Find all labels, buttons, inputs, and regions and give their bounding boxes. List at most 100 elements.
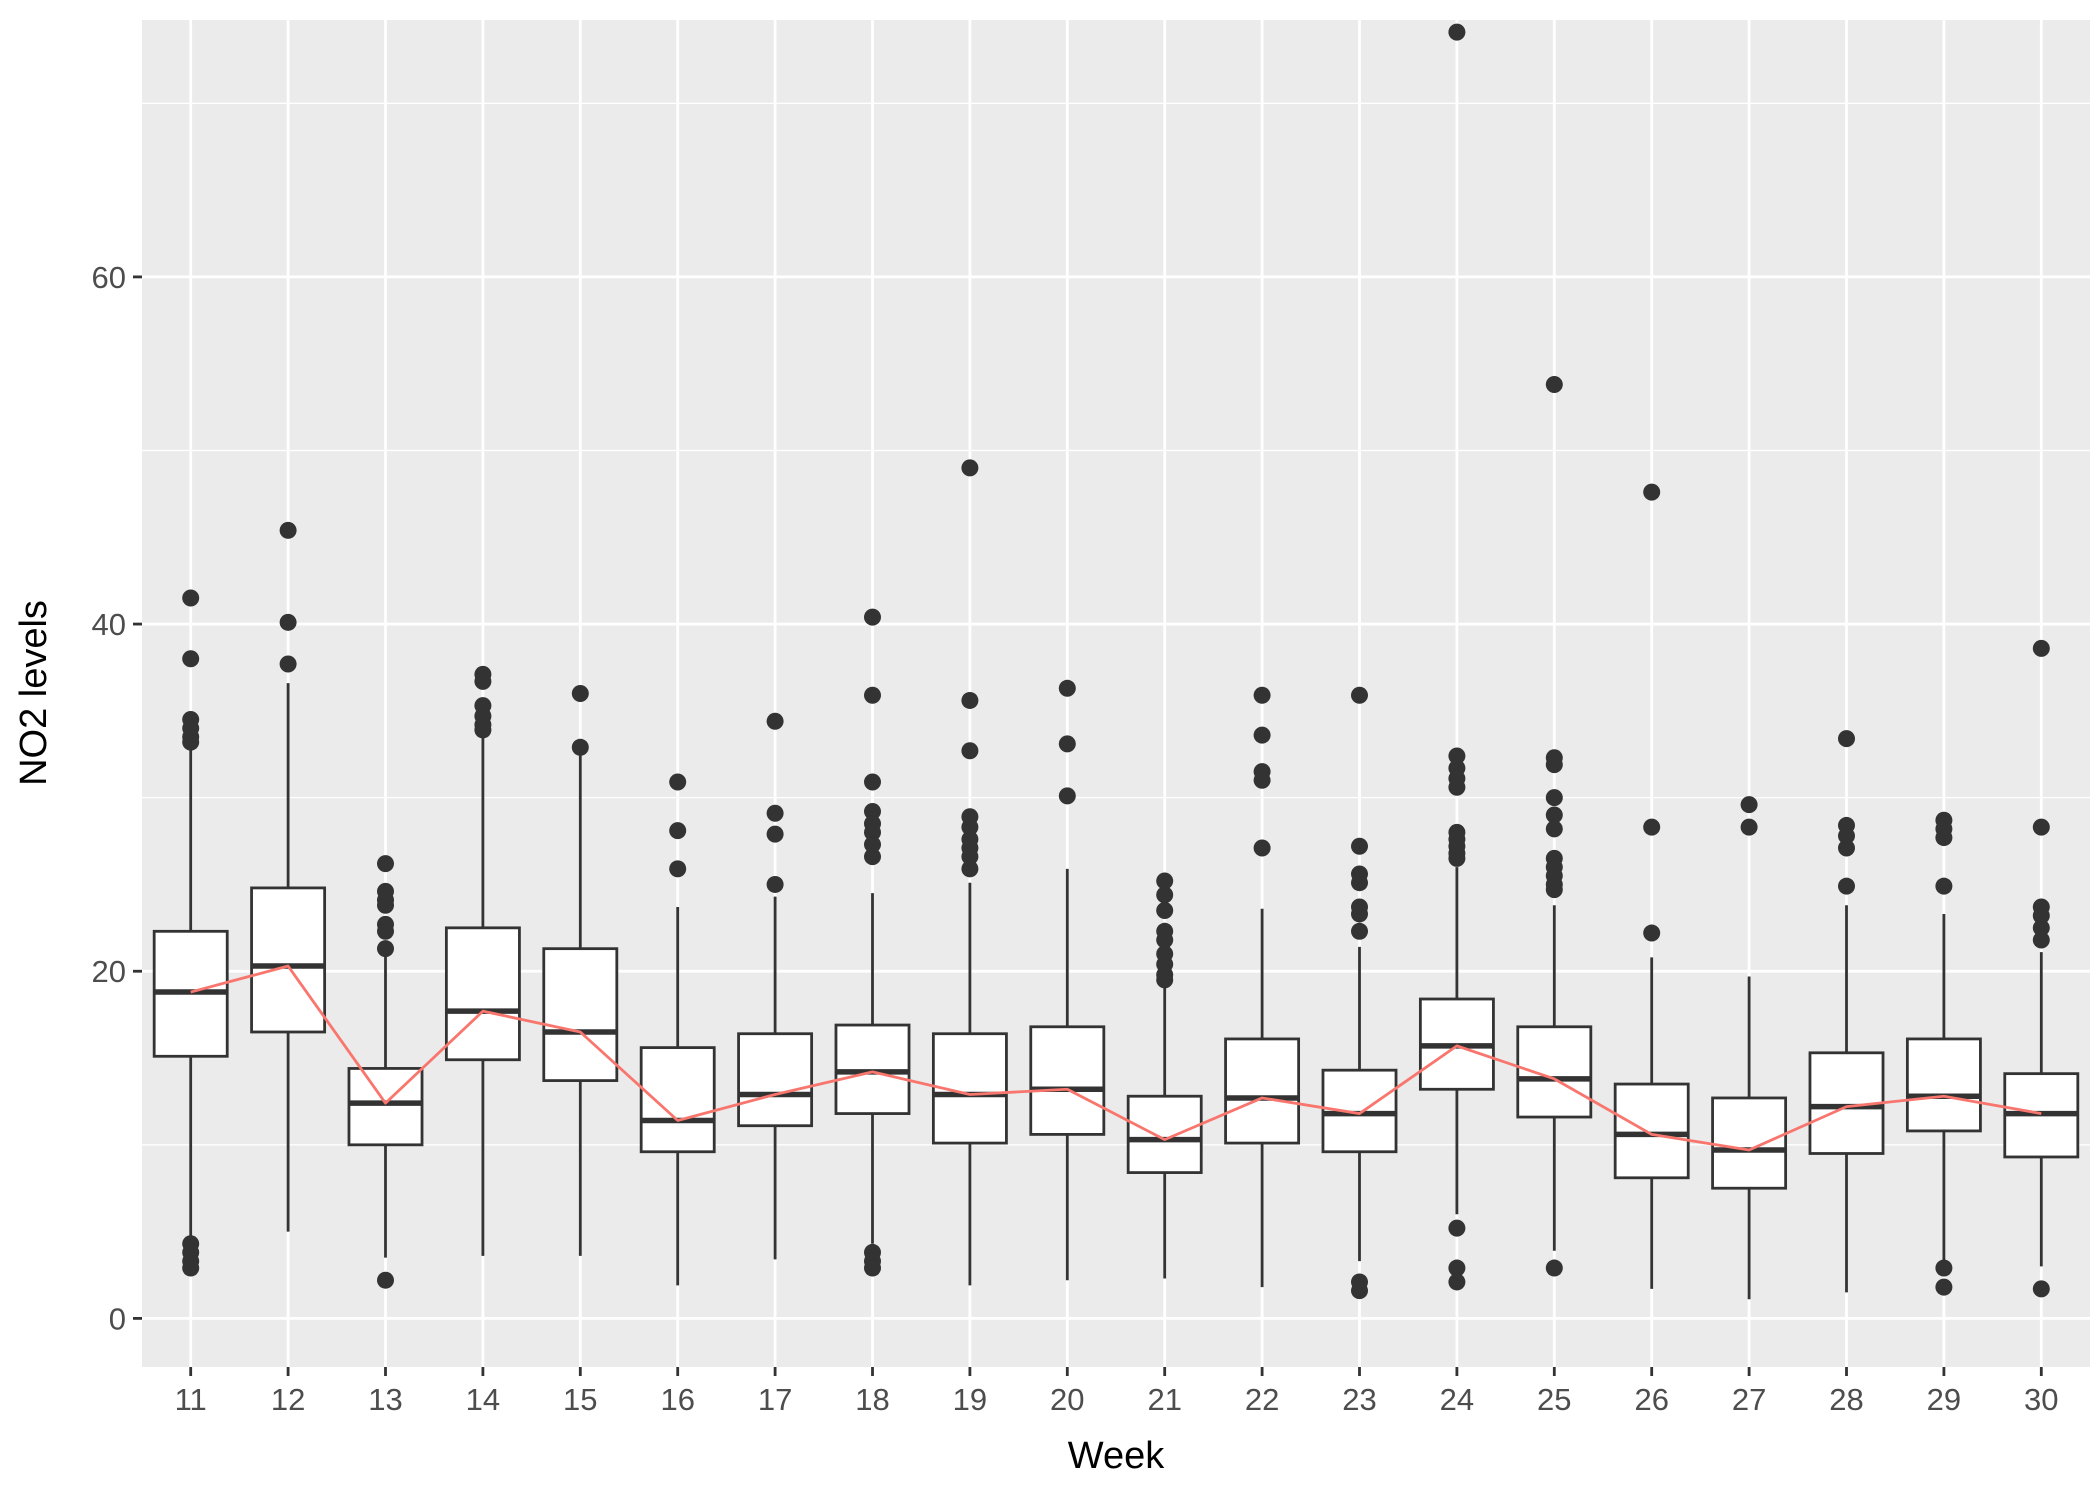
outlier-point [766,825,784,843]
iqr-box [444,926,521,1062]
outlier-point [182,1259,200,1277]
outlier-point [1448,23,1466,41]
outlier-point [1156,971,1174,989]
outlier-point [961,818,979,836]
outlier-point [864,848,881,866]
x-tick-label: 12 [271,1382,305,1417]
outlier-point [1351,837,1368,855]
outlier-point [1935,1259,1953,1277]
y-tick-label: 60 [92,260,126,295]
outlier-point [1643,483,1661,501]
y-axis-title: NO2 levels [13,600,55,786]
x-tick-label: 14 [466,1382,500,1417]
median-line-series [190,964,2042,1152]
outlier-point [1058,787,1076,805]
box-week-16 [639,773,716,1286]
outlier-point [1545,1259,1563,1277]
iqr-box [1613,1082,1690,1180]
outlier-point [2032,1280,2050,1298]
x-tick-label: 20 [1050,1382,1084,1417]
x-tick-label: 29 [1927,1382,1961,1417]
box-week-21 [1126,872,1203,1279]
x-tick-label: 25 [1537,1382,1571,1417]
outlier-point [2032,639,2050,657]
x-tick-label: 19 [953,1382,987,1417]
iqr-box [639,1046,716,1154]
outlier-point [377,1271,394,1289]
y-tick-label: 20 [92,954,126,989]
outlier-point [1740,818,1758,836]
outlier-point [182,650,200,668]
outlier-point [1448,1259,1466,1277]
box-week-30 [2003,639,2080,1298]
outlier-point [1545,376,1563,394]
outlier-point [961,459,979,477]
box-week-11 [152,589,229,1277]
outlier-point [961,848,979,866]
outlier-point [1448,1273,1466,1291]
outlier-point [279,655,297,673]
x-tick-label: 23 [1342,1382,1376,1417]
outlier-point [961,860,979,878]
iqr-box [1029,1025,1106,1136]
outlier-point [377,855,394,873]
box-week-24 [1418,23,1495,1291]
outlier-point [669,860,687,878]
outlier-point [2032,907,2050,925]
outlier-point [1545,806,1563,824]
x-tick-label: 11 [175,1382,207,1417]
outlier-point [474,672,492,690]
box-week-22 [1224,686,1301,1288]
iqr-box [737,1032,814,1128]
outlier-point [2032,818,2050,836]
axes: 0 20 40 60 11 12 13 14 15 16 17 18 19 20 21 22 23 24 25 26 2… [92,260,2059,1417]
outlier-point [669,822,687,840]
outlier-point [1643,818,1661,836]
box-week-17 [737,712,814,1260]
outlier-point [669,773,687,791]
outlier-point [182,733,200,751]
outlier-point [1545,756,1563,774]
x-tick-label: 24 [1440,1382,1474,1417]
x-tick-label: 15 [563,1382,597,1417]
outlier-point [864,836,881,854]
x-tick-label: 17 [758,1382,792,1417]
iqr-box [1905,1037,1982,1133]
outlier-point [1935,877,1953,895]
iqr-box [1126,1094,1203,1174]
outlier-point [2032,931,2050,949]
box-week-29 [1905,811,1982,1296]
outlier-point [766,712,784,730]
box-week-23 [1321,686,1398,1300]
box-week-26 [1613,483,1690,1289]
outlier-point [377,922,394,940]
outlier-point [2032,919,2050,937]
outlier-point [474,721,492,739]
box-week-12 [250,521,327,1232]
outlier-point [1935,1278,1953,1296]
iqr-box [1516,1025,1593,1119]
outlier-point [1351,922,1368,940]
outlier-point [279,521,297,539]
iqr-box [931,1032,1008,1145]
outlier-point [571,685,589,702]
box-week-20 [1029,679,1106,1281]
outlier-point [1253,839,1271,857]
y-tick-label: 40 [92,607,126,642]
outlier-point [182,589,200,607]
box-week-13 [347,855,424,1289]
outlier-point [377,940,394,958]
outlier-point [1058,735,1076,753]
outlier-point [864,773,881,791]
outlier-point [1156,931,1174,949]
x-axis-title: Week [1068,1435,1165,1477]
outlier-point [1448,778,1466,796]
box-week-18 [834,608,911,1277]
outlier-point [1838,827,1855,845]
outlier-point [864,608,881,626]
outlier-point [1545,789,1563,807]
outlier-point [961,742,979,760]
x-tick-label: 28 [1829,1382,1863,1417]
outlier-point [279,613,297,631]
